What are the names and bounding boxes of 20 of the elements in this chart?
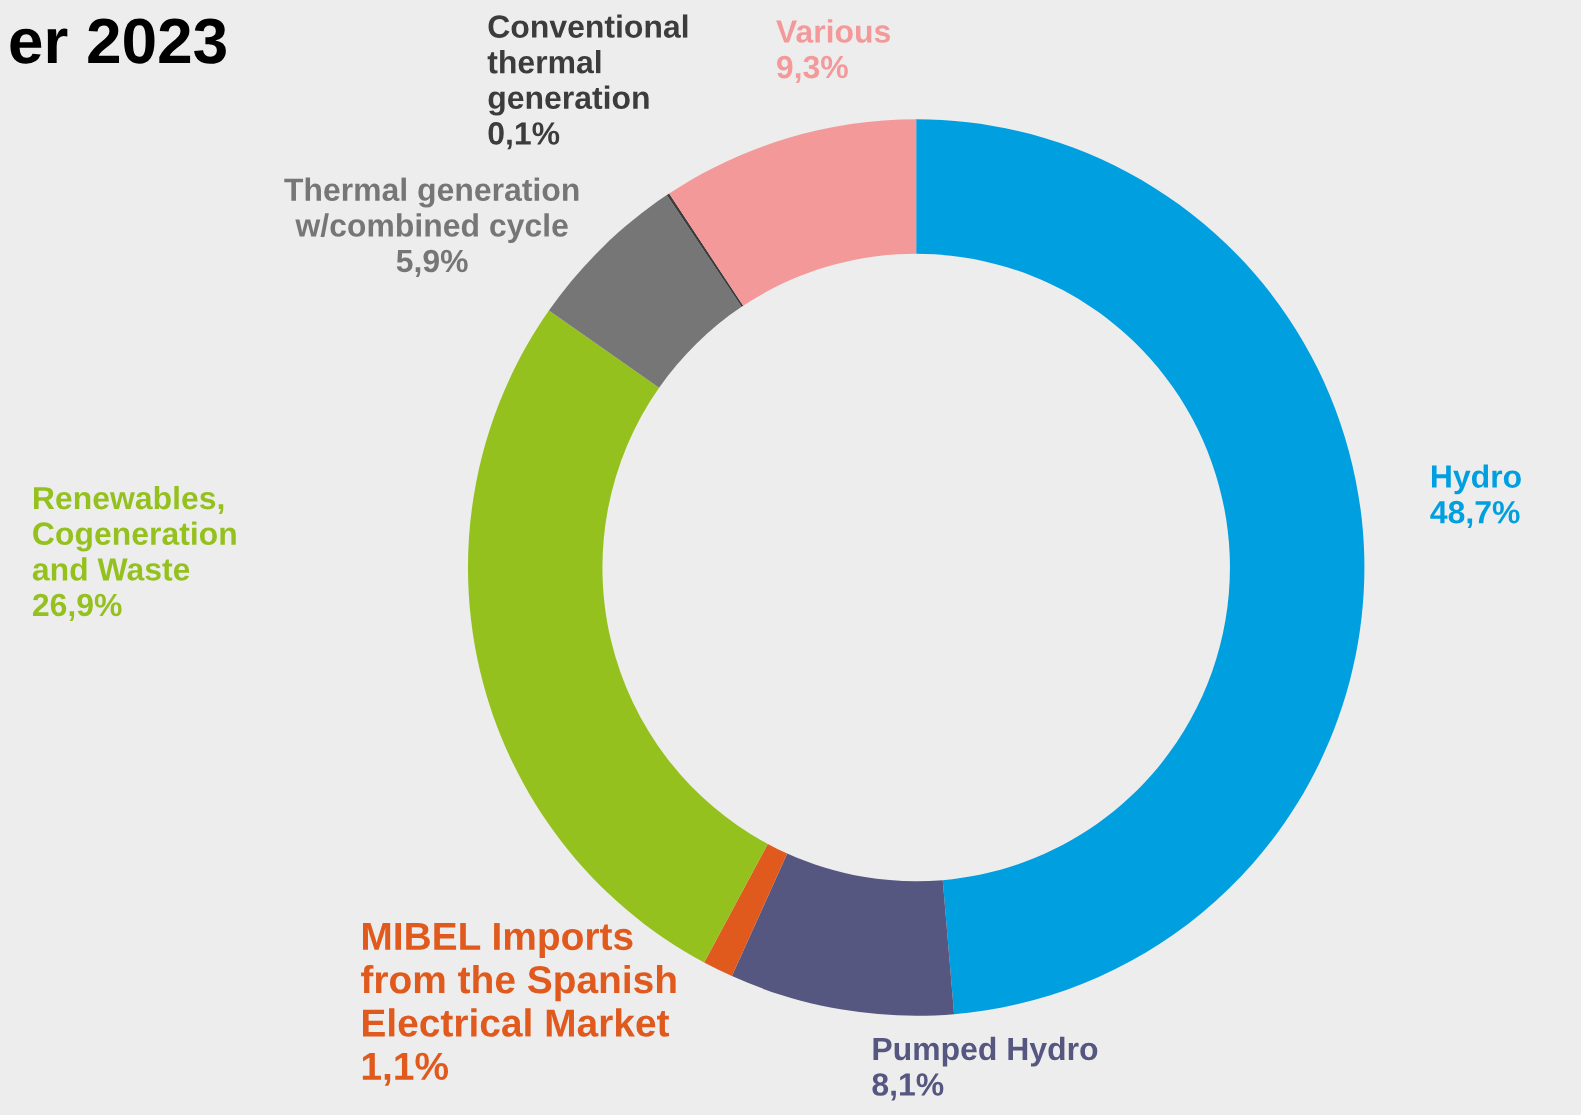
data-label: 48,7% [1430,500,1520,529]
data-label: 1,1% [362,1052,449,1086]
donut-slice [666,193,744,307]
donut-slice [731,853,955,1016]
slice-label: Thermal generation w/combined cycle [284,177,579,244]
chart-title: er 2023 [10,18,226,64]
data-label: 8,1% [872,1073,944,1101]
slice-label: Various [776,19,890,43]
donut-slice [916,119,1365,1015]
data-label: 0,1% [488,122,560,150]
slice-label: Conventional thermal generation [487,14,688,116]
data-label: 26,9% [32,593,122,621]
slice-label: Pumped Hydro [873,1036,1098,1067]
donut-slice [669,119,917,306]
data-label: 9,3% [777,55,848,84]
donut-slice [704,843,788,977]
slice-label: Hydro [1431,464,1521,495]
data-label: 5,9% [396,249,468,277]
slice-label: MIBEL Imports from the Spanish Electrical Market [361,923,676,1037]
slice-label: Renewables, Cogeneration and Waste [32,485,236,581]
